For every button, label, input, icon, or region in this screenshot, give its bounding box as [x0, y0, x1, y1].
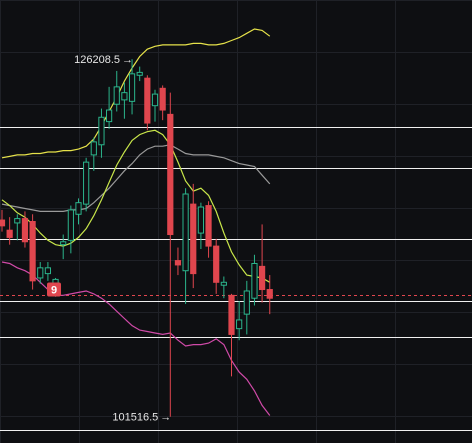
middle-band-line: [1, 144, 271, 212]
high-price-label: 126208.5: [74, 54, 120, 66]
candle-body-down: [167, 113, 174, 236]
low-price-label: 101516.5: [112, 412, 158, 424]
candle-body-up: [60, 241, 67, 246]
candle-body-down: [213, 245, 220, 283]
count-badge: [47, 282, 61, 297]
candle-body-up: [197, 206, 205, 234]
candles: [0, 59, 273, 417]
candle-body-down: [159, 87, 166, 111]
candle-body-up: [220, 281, 227, 286]
candle-body-up: [75, 202, 82, 215]
candle-body-up: [14, 218, 21, 224]
upper-band-line: [1, 28, 271, 159]
low-price-arrow: →: [160, 412, 171, 424]
candle-body-down: [266, 289, 273, 299]
candle-body-up: [251, 262, 258, 299]
candle-body-up: [136, 71, 143, 76]
candle-body-down: [21, 218, 29, 243]
candle-body-up: [106, 109, 113, 123]
horizontal-levels: [0, 127, 472, 431]
high-price-arrow: →: [122, 54, 133, 66]
candle-body-down: [205, 205, 212, 247]
candle-body-up: [90, 141, 97, 156]
candle-body-down: [228, 294, 235, 335]
count-badge-text: 9: [51, 285, 57, 297]
annotations: 126208.5 → 101516.5 → 9: [47, 54, 171, 424]
candle-body-down: [29, 221, 36, 282]
candle-body-up: [243, 290, 250, 315]
indicators: [1, 28, 271, 416]
candle-body-up: [121, 92, 128, 101]
candle-body-up: [98, 116, 105, 146]
candle-body-down: [6, 229, 13, 238]
lower-band-line: [1, 261, 271, 416]
candle-body-up: [182, 193, 189, 272]
candle-body-up: [128, 73, 136, 102]
candle-body-down: [0, 219, 6, 227]
moving-average-line: [1, 129, 271, 283]
candle-body-up: [151, 93, 159, 107]
candle-body-down: [144, 77, 151, 124]
candle-body-up: [83, 161, 90, 205]
candle-body-up: [67, 209, 74, 241]
candle-body-up: [37, 267, 44, 279]
candle-body-up: [236, 319, 243, 330]
candle-body-up: [113, 86, 120, 105]
candle-body-down: [190, 203, 197, 275]
candle-body-up: [44, 267, 51, 275]
candle-body-down: [174, 260, 182, 266]
candle-body-down: [259, 265, 266, 291]
